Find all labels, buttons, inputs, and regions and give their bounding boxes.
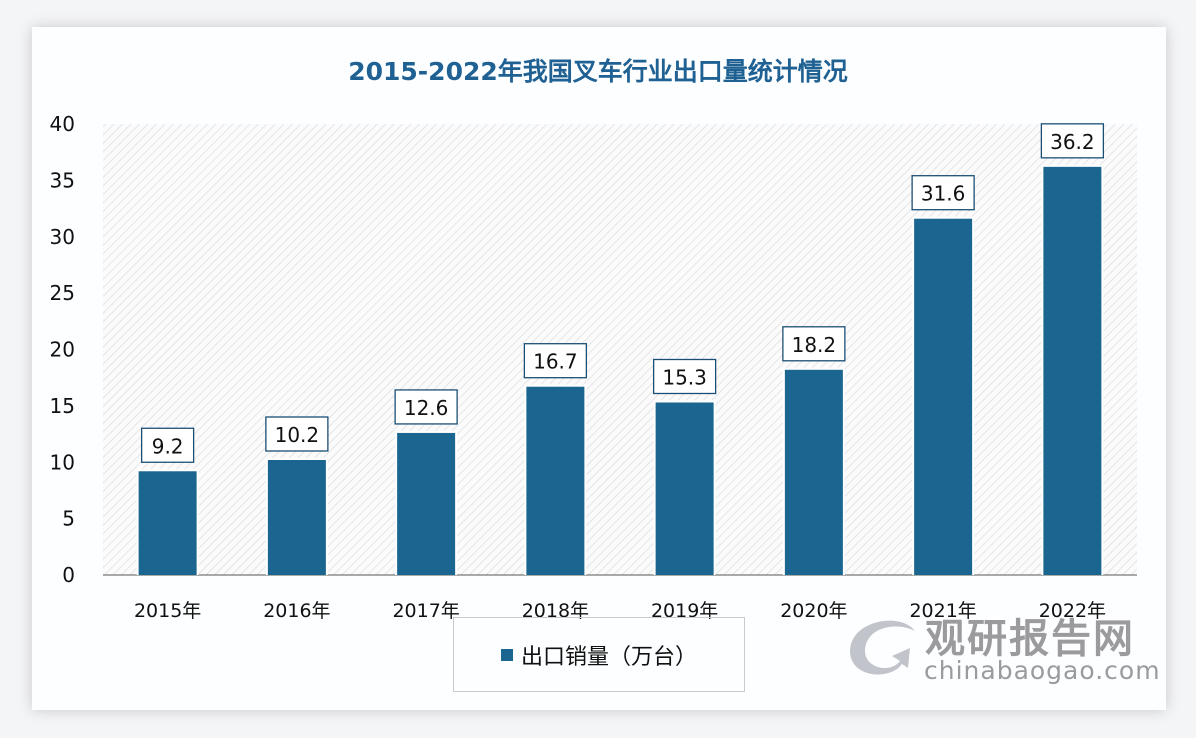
data-label: 16.7 bbox=[533, 350, 578, 374]
data-label: 12.6 bbox=[404, 396, 449, 420]
bar bbox=[526, 386, 585, 575]
data-label-box bbox=[782, 326, 846, 362]
x-tick-label: 2015年 bbox=[134, 600, 201, 622]
watermark-swirl-icon bbox=[850, 620, 915, 675]
data-label-box bbox=[140, 427, 195, 463]
bar bbox=[784, 369, 843, 575]
data-label: 18.2 bbox=[792, 333, 837, 357]
data-label-box bbox=[265, 416, 329, 452]
data-label-box bbox=[652, 358, 717, 395]
y-tick-label: 5 bbox=[62, 507, 75, 531]
bar bbox=[397, 432, 456, 575]
bar bbox=[138, 471, 197, 575]
bar bbox=[1043, 166, 1102, 575]
bar bbox=[267, 459, 326, 575]
bar bbox=[914, 218, 973, 575]
data-label-box bbox=[911, 175, 975, 211]
data-label: 31.6 bbox=[921, 182, 966, 206]
data-label: 36.2 bbox=[1050, 130, 1095, 154]
legend-swatch bbox=[500, 648, 513, 661]
x-tick-label: 2019年 bbox=[651, 600, 718, 622]
data-label: 10.2 bbox=[275, 423, 320, 447]
x-tick-label: 2016年 bbox=[263, 600, 330, 622]
data-label-box bbox=[1040, 123, 1105, 159]
plot-area bbox=[103, 124, 1137, 575]
x-tick-label: 2022年 bbox=[1039, 600, 1106, 622]
y-tick-label: 35 bbox=[50, 168, 75, 192]
y-tick-label: 10 bbox=[50, 450, 75, 474]
y-tick-label: 20 bbox=[50, 338, 75, 362]
data-label: 15.3 bbox=[662, 365, 707, 389]
watermark-logo: 观研报告网 chinabaogao.com bbox=[840, 606, 1160, 690]
legend-label: 出口销量（万台） bbox=[520, 644, 697, 670]
data-label-box bbox=[394, 389, 458, 425]
y-tick-label: 40 bbox=[50, 112, 75, 136]
x-tick-label: 2017年 bbox=[392, 600, 459, 622]
x-tick-label: 2021年 bbox=[909, 600, 976, 622]
y-tick-label: 30 bbox=[50, 225, 75, 249]
y-tick-label: 25 bbox=[50, 281, 75, 305]
data-label: 9.2 bbox=[152, 434, 184, 458]
y-tick-label: 15 bbox=[50, 394, 75, 418]
legend: 出口销量（万台） bbox=[453, 617, 745, 692]
x-tick-label: 2020年 bbox=[780, 600, 847, 622]
bar bbox=[655, 402, 714, 575]
y-tick-label: 0 bbox=[62, 563, 75, 587]
chart-title: 2015-2022年我国叉车行业出口量统计情况 bbox=[348, 57, 848, 86]
x-tick-label: 2018年 bbox=[522, 600, 589, 622]
data-label-box bbox=[523, 343, 588, 379]
